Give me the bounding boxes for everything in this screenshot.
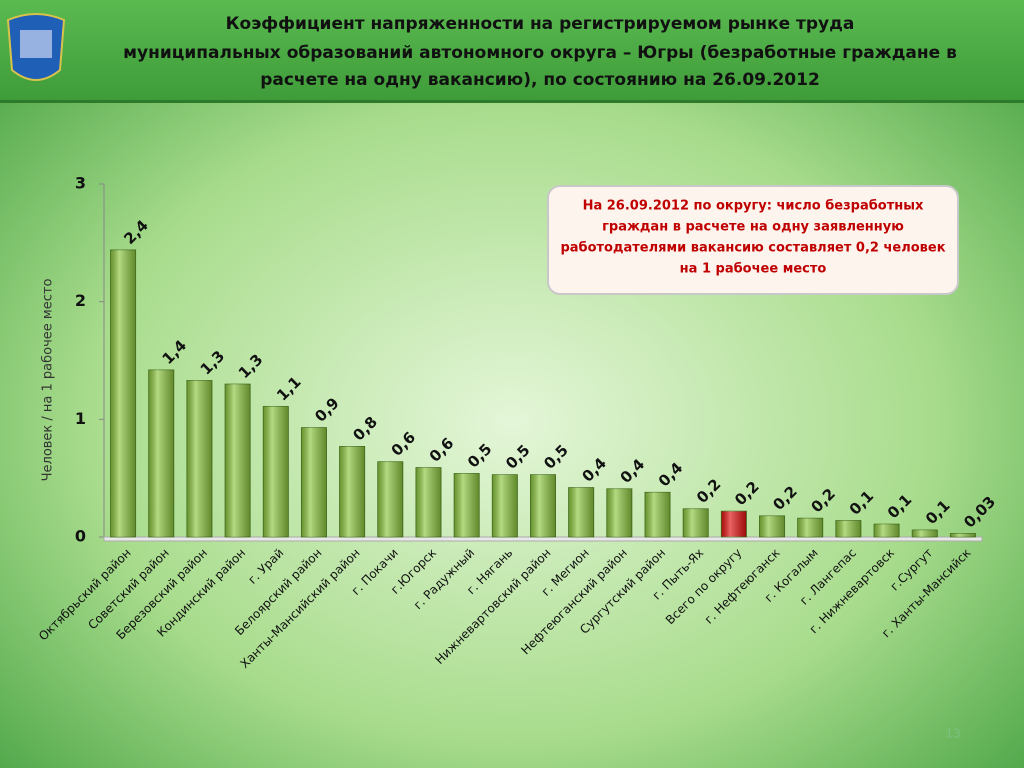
- y-tick-label: 3: [75, 174, 86, 193]
- header: [0, 0, 1024, 100]
- title-line: Коэффициент напряженности на регистрируе…: [226, 14, 855, 34]
- bar-shade: [797, 518, 823, 537]
- bar-shade: [148, 369, 174, 537]
- x-axis: [103, 536, 983, 542]
- y-tick-label: 0: [75, 527, 86, 546]
- bar-shade: [950, 533, 976, 537]
- bar-shade: [492, 474, 518, 537]
- bar-shade: [377, 461, 403, 537]
- annotation-box: [547, 185, 959, 295]
- bar-shade: [186, 380, 213, 537]
- bar-shade: [110, 249, 136, 538]
- bar-shade: [454, 473, 480, 537]
- y-tick-label: 1: [75, 409, 86, 428]
- title-line: муниципальных образований автономного ок…: [123, 43, 957, 63]
- emblem: [6, 13, 66, 81]
- bar-shade: [835, 520, 861, 537]
- bar-shade: [721, 511, 747, 537]
- title-line: расчете на одну вакансию), по состоянию …: [260, 70, 820, 90]
- header-rule: [0, 100, 1024, 103]
- bar-shade: [263, 406, 289, 537]
- annotation: граждан в расчете на одну заявленную: [602, 220, 904, 235]
- bar-shade: [339, 446, 365, 537]
- annotation: на 1 рабочее место: [680, 262, 827, 277]
- annotation: работодателями вакансию составляет 0,2 ч…: [560, 241, 945, 256]
- bar-shade: [568, 487, 594, 537]
- bar-shade: [759, 515, 785, 537]
- bar-shade: [225, 384, 251, 537]
- bar-shade: [683, 508, 709, 537]
- page-number: 13: [945, 727, 960, 741]
- bar-shade: [415, 467, 442, 537]
- bar-shade: [644, 492, 671, 537]
- y-axis-label: Человек / на 1 рабочее место: [41, 279, 56, 482]
- bar-shade: [912, 529, 938, 537]
- y-tick-label: 2: [75, 291, 86, 310]
- annotation: На 26.09.2012 по округу: число безработн…: [583, 199, 924, 214]
- bar-shade: [301, 427, 327, 537]
- bar-shade: [530, 474, 556, 537]
- bar-shade: [873, 524, 900, 537]
- bar-shade: [606, 488, 632, 537]
